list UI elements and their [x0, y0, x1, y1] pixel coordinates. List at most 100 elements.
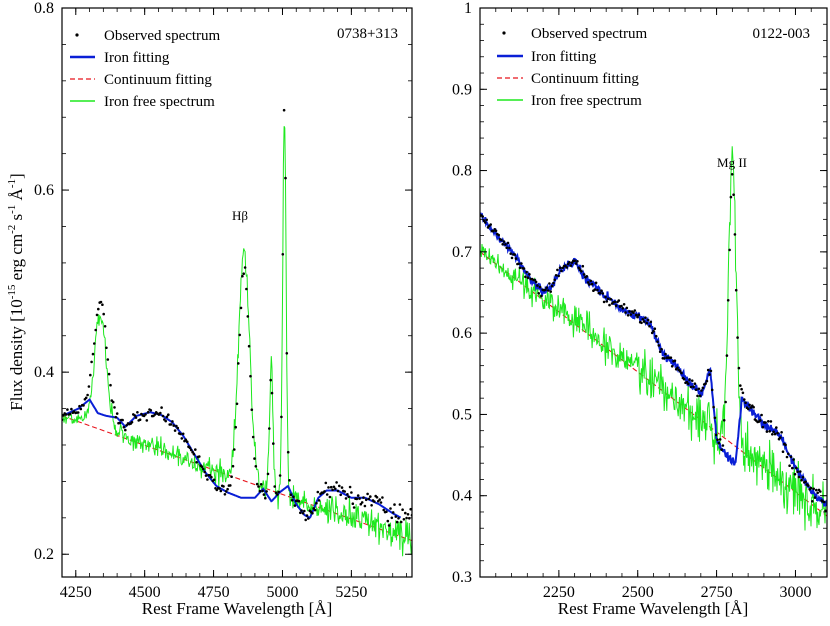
observed-point [796, 470, 799, 474]
observed-point [91, 352, 95, 356]
observed-point [787, 452, 790, 456]
observed-point [180, 437, 184, 440]
observed-point [773, 432, 777, 436]
observed-point [514, 257, 518, 260]
observed-point [690, 379, 694, 383]
observed-point [185, 440, 189, 444]
continuum-fit-line [62, 415, 412, 542]
observed-point [548, 282, 551, 285]
observed-point [288, 479, 291, 482]
observed-point [324, 481, 328, 485]
observed-point [334, 487, 337, 491]
y-tick-label: 0.9 [452, 81, 472, 98]
observed-point [693, 382, 697, 386]
observed-point [780, 431, 783, 434]
observed-point [370, 504, 373, 507]
observed-point [358, 497, 361, 500]
panel-right-legend: Observed spectrum Iron fitting Continuum… [497, 26, 648, 109]
observed-point [99, 300, 103, 304]
observed-point [710, 388, 714, 392]
observed-point [724, 400, 727, 404]
observed-point [90, 360, 93, 364]
observed-point [265, 490, 268, 493]
observed-point [373, 500, 376, 503]
observed-point [285, 352, 289, 355]
observed-point [728, 248, 731, 252]
observed-point [351, 502, 355, 506]
observed-point [701, 386, 705, 390]
y-tick-label: 0.3 [452, 569, 472, 586]
observed-point [355, 497, 359, 501]
iron-free-spectrum [62, 125, 412, 557]
observed-point [538, 285, 542, 289]
observed-point [181, 432, 185, 436]
observed-point [273, 485, 277, 488]
observed-point [405, 516, 408, 520]
observed-point [362, 496, 365, 499]
observed-point [658, 350, 662, 354]
observed-point [169, 423, 173, 426]
observed-point [628, 310, 631, 313]
observed-point [726, 299, 730, 302]
observed-point [722, 419, 726, 422]
legend-observed-marker [502, 31, 506, 35]
observed-point [662, 357, 666, 360]
legend-continuum-label: Continuum fitting [104, 72, 212, 88]
observed-point [560, 269, 563, 273]
observed-point [793, 472, 797, 476]
observed-point [68, 412, 72, 416]
observed-point [749, 406, 753, 409]
observed-point [819, 490, 822, 493]
observed-point [311, 511, 314, 515]
observed-point [173, 429, 177, 432]
observed-point [171, 420, 174, 423]
observed-point [360, 501, 364, 504]
observed-point [397, 517, 400, 520]
observed-point [184, 438, 188, 442]
observed-point [771, 433, 774, 436]
observed-point [251, 435, 255, 439]
observed-point [775, 426, 778, 429]
observed-point [576, 260, 579, 263]
observed-point [513, 253, 516, 256]
observed-point [86, 393, 89, 397]
observed-point [789, 455, 793, 459]
observed-point [303, 509, 306, 513]
observed-point [350, 491, 353, 494]
x-tick-label: 4500 [129, 584, 161, 601]
observed-point [700, 389, 703, 392]
observed-point [772, 430, 775, 434]
y-tick-label: 0.2 [34, 546, 54, 563]
observed-point [522, 267, 526, 270]
observed-point [508, 246, 511, 250]
observed-point [492, 229, 495, 233]
panel-right-object-id: 0122-003 [753, 26, 811, 42]
observed-point [62, 413, 65, 417]
observed-point [191, 450, 194, 454]
observed-point [730, 173, 734, 176]
observed-point [740, 387, 743, 391]
y-tick-label: 0.8 [34, 0, 54, 17]
observed-point [664, 352, 667, 356]
observed-point [389, 507, 392, 510]
observed-point [769, 420, 773, 423]
observed-point [202, 467, 205, 471]
observed-point [569, 264, 573, 267]
observed-point [175, 424, 178, 428]
observed-point [570, 261, 574, 264]
observed-point [573, 259, 577, 263]
observed-point [406, 513, 410, 516]
observed-point [286, 450, 290, 454]
observed-point [670, 365, 674, 368]
observed-point [242, 272, 245, 276]
observed-point [266, 472, 270, 476]
observed-point [76, 411, 80, 414]
observed-point [549, 290, 552, 293]
observed-point [622, 303, 626, 306]
observed-point [648, 324, 651, 328]
observed-point [698, 394, 702, 398]
observed-point [761, 425, 765, 429]
observed-point [125, 424, 128, 427]
observed-point [528, 273, 531, 276]
observed-point [325, 493, 329, 496]
